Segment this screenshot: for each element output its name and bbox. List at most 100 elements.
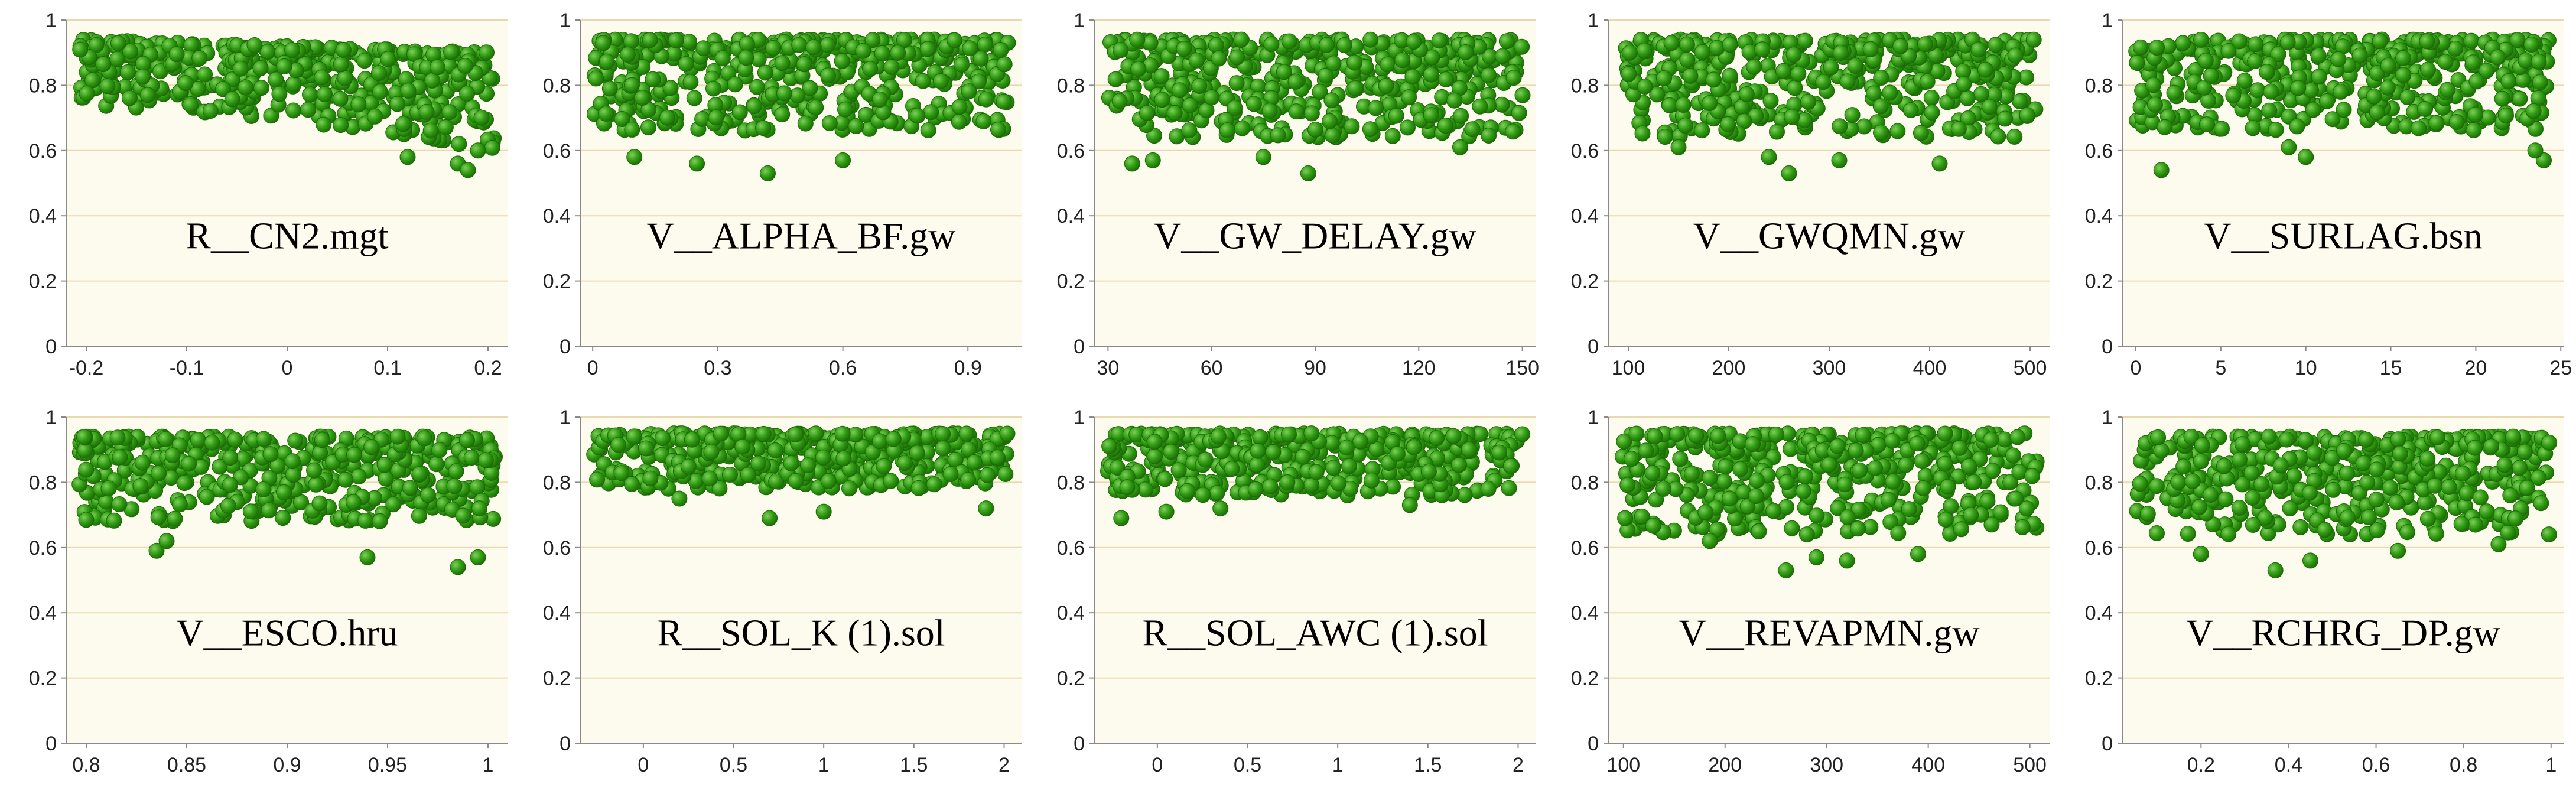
data-point xyxy=(1380,56,1396,73)
data-point xyxy=(2458,485,2475,502)
data-point xyxy=(314,69,330,86)
data-point xyxy=(2236,73,2253,89)
scatter-points xyxy=(71,428,503,575)
y-tick-label: 0.8 xyxy=(1571,74,1599,97)
data-point xyxy=(470,142,486,159)
data-point xyxy=(420,487,436,503)
data-point xyxy=(2419,33,2435,50)
data-point xyxy=(167,510,183,527)
y-tick-label: 0.6 xyxy=(1057,140,1085,162)
data-point xyxy=(1130,61,1147,77)
data-point xyxy=(1404,69,1421,85)
data-point xyxy=(2330,51,2347,67)
data-point xyxy=(1769,123,1785,140)
x-tick-label: 1.5 xyxy=(1414,754,1442,776)
data-point xyxy=(966,454,983,471)
data-point xyxy=(1347,80,1364,96)
data-point xyxy=(1182,97,1198,113)
data-point xyxy=(711,480,728,497)
data-point xyxy=(400,83,417,99)
data-point xyxy=(308,476,324,493)
data-point xyxy=(1966,474,1982,490)
y-tick-label: 1 xyxy=(1588,406,1599,429)
data-point xyxy=(2533,495,2549,512)
x-tick-label: 0 xyxy=(2131,357,2142,379)
data-point xyxy=(796,56,812,73)
y-tick-label: 0.4 xyxy=(543,205,571,227)
x-tick-label: 0.3 xyxy=(704,357,731,379)
data-point xyxy=(2150,429,2167,445)
data-point xyxy=(2368,492,2385,508)
x-tick-label: 2 xyxy=(1513,754,1524,776)
data-point xyxy=(99,78,116,95)
data-point xyxy=(2419,451,2436,467)
y-tick-label: 0 xyxy=(1074,733,1085,755)
y-tick-label: 0.8 xyxy=(29,471,57,494)
data-point xyxy=(1250,442,1266,459)
data-point xyxy=(767,442,783,458)
x-tick-label: -0.1 xyxy=(170,357,204,379)
data-point xyxy=(135,69,151,85)
data-point xyxy=(345,494,362,510)
data-point xyxy=(2512,90,2528,107)
x-tick-label: 0.8 xyxy=(2450,754,2477,776)
data-point xyxy=(1451,457,1467,473)
data-point xyxy=(2530,470,2546,486)
y-tick-label: 0.4 xyxy=(1057,205,1085,227)
data-point xyxy=(1171,82,1188,99)
scatter-panel-8: 0 0.2 0.4 0.6 0.8 1 0 0.5 1 1.5 2 R__SOL_AWC (1).so… xyxy=(1057,406,1536,776)
data-point xyxy=(1400,119,1416,136)
data-point xyxy=(1276,64,1292,80)
data-point xyxy=(797,115,814,132)
data-point xyxy=(996,93,1012,110)
data-point xyxy=(1862,41,1879,57)
data-point xyxy=(285,102,302,119)
data-point xyxy=(1423,66,1439,83)
data-point xyxy=(1336,37,1352,53)
data-point xyxy=(109,51,125,67)
data-point xyxy=(2220,526,2237,542)
data-point xyxy=(855,43,871,59)
data-point xyxy=(1279,474,1296,490)
data-point xyxy=(862,61,879,77)
x-tick-label: 0.5 xyxy=(720,754,747,776)
data-point xyxy=(2005,447,2021,464)
data-point xyxy=(739,35,755,52)
data-point xyxy=(2532,74,2548,90)
data-point xyxy=(2290,80,2307,96)
parameter-title: V__ESCO.hru xyxy=(176,611,398,653)
data-point xyxy=(1170,462,1187,479)
data-point xyxy=(2289,118,2305,135)
data-point xyxy=(2193,31,2209,48)
data-point xyxy=(2298,149,2314,165)
data-point xyxy=(1677,118,1694,134)
data-point xyxy=(2531,53,2547,70)
data-point xyxy=(469,479,486,496)
y-tick-label: 0.4 xyxy=(1571,205,1599,227)
data-point xyxy=(601,80,618,97)
data-point xyxy=(190,432,206,448)
data-point xyxy=(589,471,605,488)
data-point xyxy=(2464,54,2481,71)
data-point xyxy=(271,86,288,102)
data-point xyxy=(399,149,416,165)
data-point xyxy=(2390,542,2406,559)
data-point xyxy=(1388,108,1404,124)
data-point xyxy=(1910,546,1926,562)
data-point xyxy=(1472,98,1488,115)
data-point xyxy=(599,53,615,70)
data-point xyxy=(951,113,967,130)
data-point xyxy=(1661,97,1678,113)
data-point xyxy=(2249,82,2266,99)
data-point xyxy=(1322,113,1338,129)
data-point xyxy=(1656,70,1672,87)
data-point xyxy=(350,96,367,113)
data-point xyxy=(740,467,756,483)
data-point xyxy=(1716,473,1732,490)
data-point xyxy=(2217,491,2234,507)
data-point xyxy=(139,87,156,103)
data-point xyxy=(2479,63,2494,79)
data-point xyxy=(2025,31,2042,48)
scatter-points xyxy=(1615,425,2045,578)
data-point xyxy=(1181,122,1198,139)
